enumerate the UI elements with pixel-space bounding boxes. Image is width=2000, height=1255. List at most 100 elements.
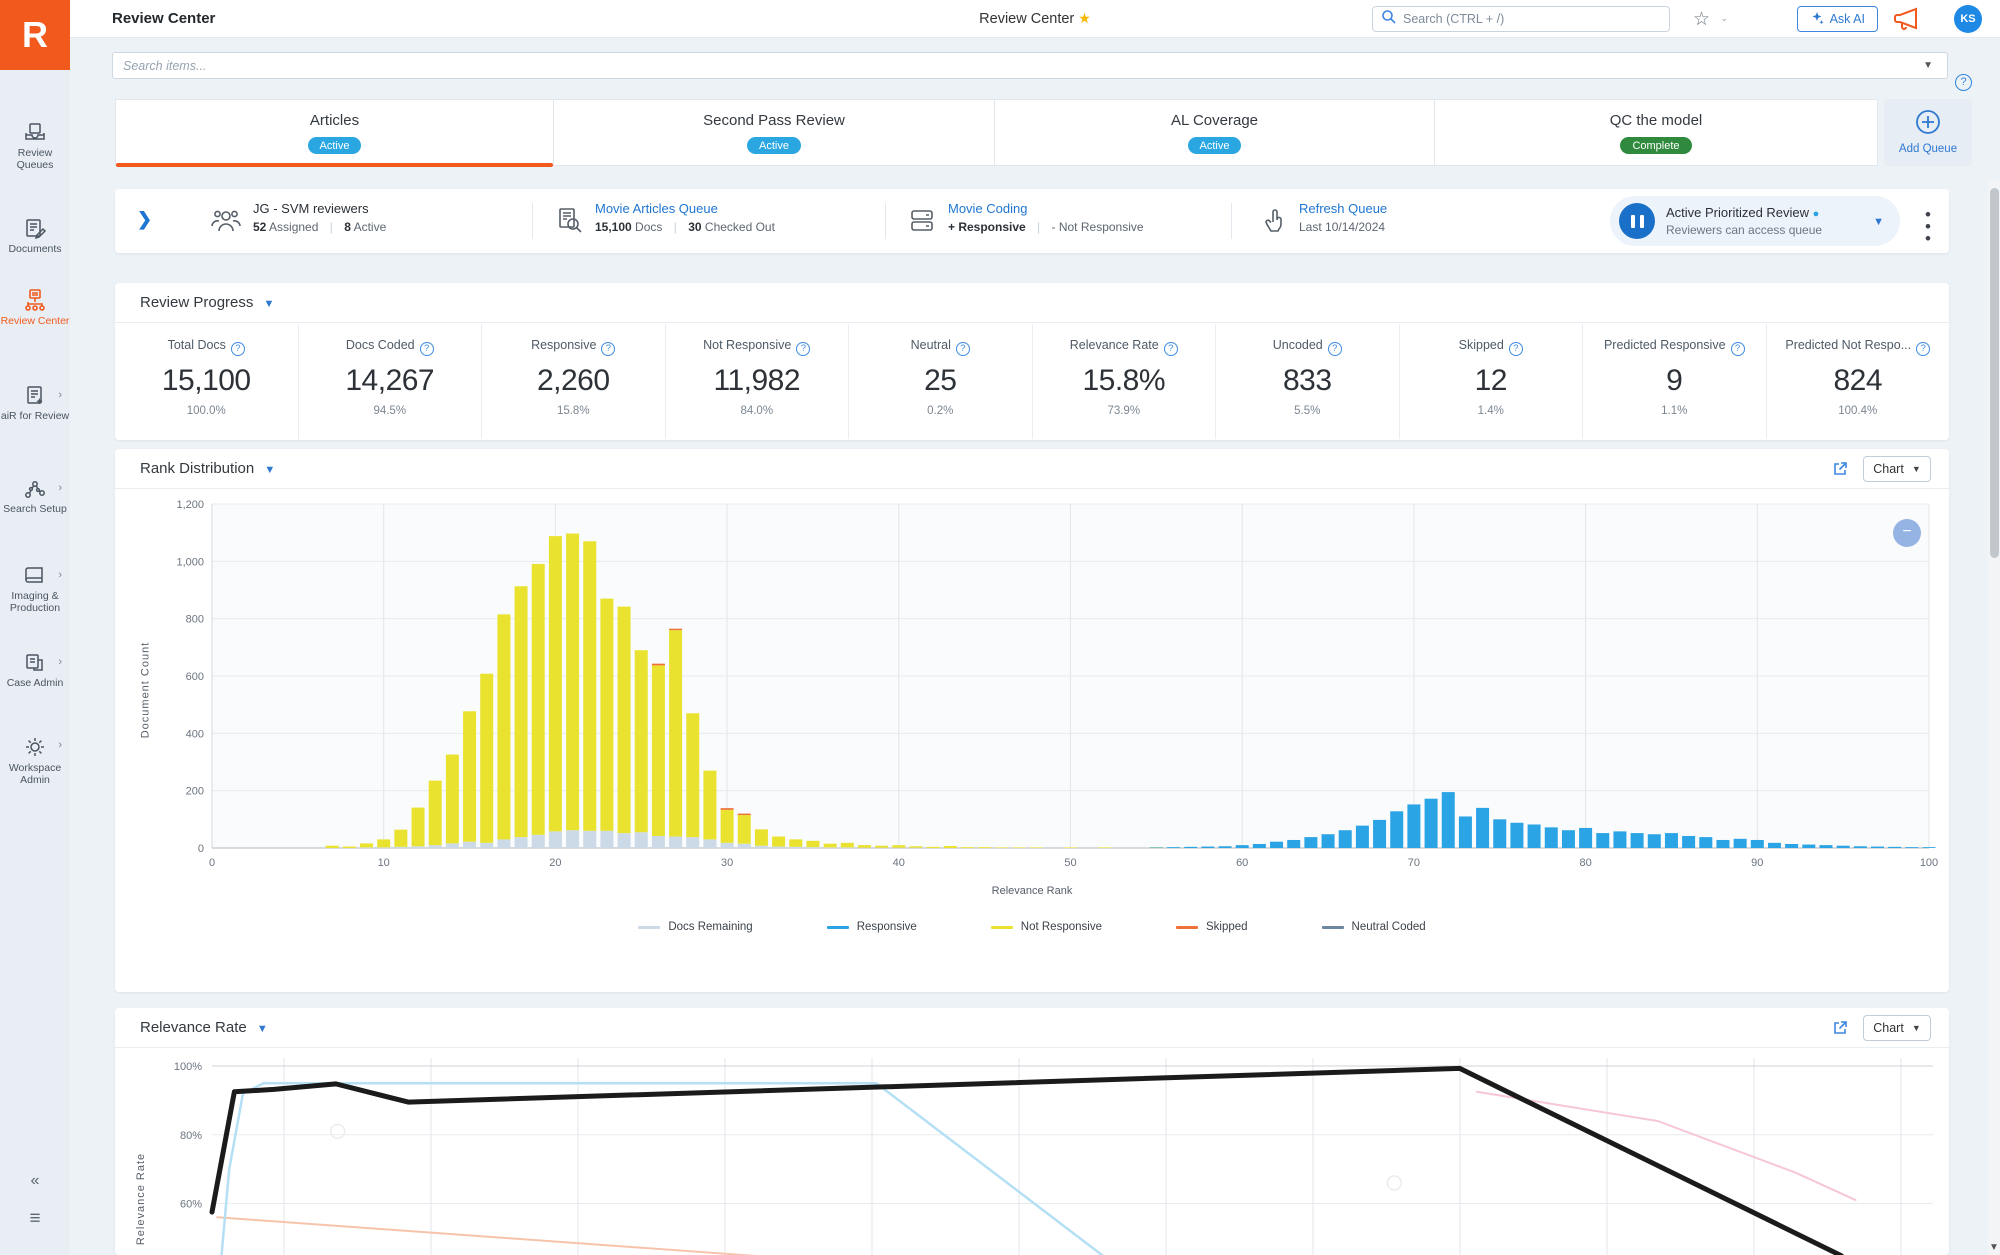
- svg-text:80: 80: [1579, 857, 1591, 869]
- sidebar-item-air-for-review[interactable]: › aiR for Review: [0, 385, 70, 422]
- sidebar-item-workspace-admin[interactable]: › Workspace Admin: [0, 735, 70, 786]
- relevance-rate-chart[interactable]: 100% 80% 60%: [115, 1008, 1949, 1255]
- help-icon[interactable]: [955, 342, 970, 356]
- vertical-scrollbar[interactable]: ▼: [1988, 180, 2000, 1255]
- zoom-out-button[interactable]: −: [1893, 519, 1921, 547]
- items-search-input[interactable]: [123, 58, 1937, 73]
- stat-label: Predicted Not Respo...: [1767, 338, 1950, 356]
- user-avatar[interactable]: KS: [1954, 5, 1982, 33]
- active-label: Active: [353, 220, 387, 234]
- scrollbar-thumb[interactable]: [1990, 188, 1999, 558]
- stat-label: Docs Coded: [299, 338, 482, 356]
- add-queue-button[interactable]: Add Queue: [1884, 99, 1972, 166]
- queue-name-link[interactable]: Movie Articles Queue: [595, 201, 718, 216]
- relevance-chart-type-select[interactable]: Chart ▼: [1863, 1015, 1931, 1041]
- export-icon[interactable]: [1831, 460, 1849, 483]
- status-caret-icon[interactable]: ▼: [1873, 216, 1884, 228]
- coding-layout-link[interactable]: Movie Coding: [948, 201, 1028, 216]
- sidebar-item-label: Review Queues: [16, 147, 54, 171]
- more-options-icon[interactable]: • • •: [1925, 205, 1931, 248]
- help-icon[interactable]: [1916, 342, 1931, 356]
- rank-x-axis-label: Relevance Rank: [991, 885, 1073, 897]
- sidebar-item-imaging-production[interactable]: › Imaging & Production: [0, 565, 70, 614]
- svg-text:100%: 100%: [174, 1061, 202, 1073]
- negative-choice: - Not Responsive: [1051, 220, 1144, 234]
- expand-chevron-icon[interactable]: ❯: [137, 209, 153, 229]
- help-icon[interactable]: [1730, 342, 1745, 356]
- items-search[interactable]: ▼: [112, 52, 1948, 79]
- stat-predicted-responsive: Predicted Responsive 9 1.1%: [1582, 324, 1766, 439]
- legend-docs-remaining[interactable]: Docs Remaining: [638, 921, 753, 933]
- stat-value: 824: [1833, 364, 1883, 397]
- reviewers-group-icon: [210, 206, 242, 241]
- chart-select-label: Chart: [1873, 462, 1904, 476]
- help-icon[interactable]: [1163, 342, 1178, 356]
- help-icon[interactable]: [1508, 342, 1523, 356]
- refresh-queue-link[interactable]: Refresh Queue: [1299, 201, 1388, 216]
- active-count: 8: [344, 220, 351, 234]
- chevron-right-icon: ›: [58, 569, 62, 581]
- relevance-y-axis-label: Relevance Rate: [135, 1152, 148, 1246]
- favorite-star-icon[interactable]: ★: [1078, 10, 1091, 26]
- svg-text:200: 200: [186, 786, 204, 798]
- hamburger-menu-icon[interactable]: ≡: [29, 1208, 41, 1229]
- help-icon[interactable]: [796, 342, 811, 356]
- legend-neutral-coded[interactable]: Neutral Coded: [1321, 921, 1426, 933]
- review-center-icon: [0, 288, 70, 312]
- pause-button[interactable]: [1619, 203, 1655, 239]
- global-search-input[interactable]: [1403, 12, 1661, 26]
- sidebar-item-review-center[interactable]: Review Center: [0, 288, 70, 327]
- sidebar-item-review-queues[interactable]: Review Queues: [0, 122, 70, 171]
- favorites-caret-icon[interactable]: ⌄: [1720, 13, 1728, 23]
- relevance-rate-title[interactable]: Relevance Rate ▼: [140, 1019, 268, 1036]
- svg-text:1,200: 1,200: [176, 499, 204, 511]
- sidebar-item-search-setup[interactable]: › Search Setup: [0, 478, 70, 515]
- tab-second-pass-review[interactable]: Second Pass Review Active: [554, 99, 995, 166]
- queue-status-chip: Active Prioritized Review ● Reviewers ca…: [1610, 196, 1900, 246]
- stat-percent: 84.0%: [740, 405, 774, 417]
- legend-skipped[interactable]: Skipped: [1175, 921, 1248, 933]
- divider: [885, 203, 886, 239]
- tab-label: AL Coverage: [1171, 112, 1258, 129]
- tab-al-coverage[interactable]: AL Coverage Active: [995, 99, 1435, 166]
- help-icon[interactable]: [419, 342, 434, 356]
- export-icon[interactable]: [1831, 1019, 1849, 1042]
- sidebar-item-documents[interactable]: Documents: [0, 218, 70, 255]
- relativity-logo[interactable]: R: [0, 0, 70, 70]
- legend-not-responsive[interactable]: Not Responsive: [990, 921, 1102, 933]
- stat-predicted-not-responsive: Predicted Not Respo... 824 100.4%: [1765, 324, 1950, 439]
- chevron-right-icon: ›: [58, 656, 62, 668]
- legend-responsive[interactable]: Responsive: [826, 921, 917, 933]
- rank-distribution-title-text: Rank Distribution: [140, 460, 255, 477]
- checked-out-count: 30: [688, 220, 702, 234]
- sidebar-collapse-button[interactable]: «: [30, 1172, 40, 1189]
- documents-icon: [0, 218, 70, 240]
- favorites-icon[interactable]: ☆: [1692, 9, 1710, 30]
- sidebar-item-case-admin[interactable]: › Case Admin: [0, 652, 70, 689]
- svg-text:0: 0: [209, 857, 215, 869]
- scroll-down-arrow-icon[interactable]: ▼: [1989, 1242, 1999, 1253]
- tab-articles[interactable]: Articles Active: [115, 99, 554, 167]
- help-icon[interactable]: [601, 342, 616, 356]
- ask-ai-button[interactable]: Ask AI: [1796, 6, 1878, 32]
- tab-qc-the-model[interactable]: QC the model Complete: [1435, 99, 1878, 166]
- stat-label: Uncoded: [1216, 338, 1399, 356]
- relevance-rate-header: Relevance Rate ▼ Chart ▼: [115, 1008, 1949, 1048]
- coding-choices: + Responsive | - Not Responsive: [948, 220, 1144, 234]
- positive-choice: + Responsive: [948, 220, 1026, 234]
- svg-text:70: 70: [1408, 857, 1420, 869]
- rank-distribution-title[interactable]: Rank Distribution ▼: [140, 460, 275, 477]
- rank-chart-type-select[interactable]: Chart ▼: [1863, 456, 1931, 482]
- review-progress-title[interactable]: Review Progress ▼: [140, 294, 274, 311]
- items-search-caret-icon[interactable]: ▼: [1923, 60, 1933, 71]
- help-icon[interactable]: [1327, 342, 1342, 356]
- global-search[interactable]: [1372, 6, 1670, 32]
- help-icon[interactable]: ?: [1955, 74, 1972, 91]
- stat-value: 11,982: [713, 364, 801, 397]
- svg-text:80%: 80%: [180, 1130, 202, 1142]
- rank-distribution-chart[interactable]: 0 10 20 30 40 50 60 70 80 90 100 0 200 400 600 800 1,000…: [115, 490, 1949, 910]
- plus-circle-icon: [1884, 109, 1972, 140]
- announcements-icon[interactable]: [1892, 5, 1922, 38]
- status-badge: Active: [307, 137, 362, 154]
- help-icon[interactable]: [230, 342, 245, 356]
